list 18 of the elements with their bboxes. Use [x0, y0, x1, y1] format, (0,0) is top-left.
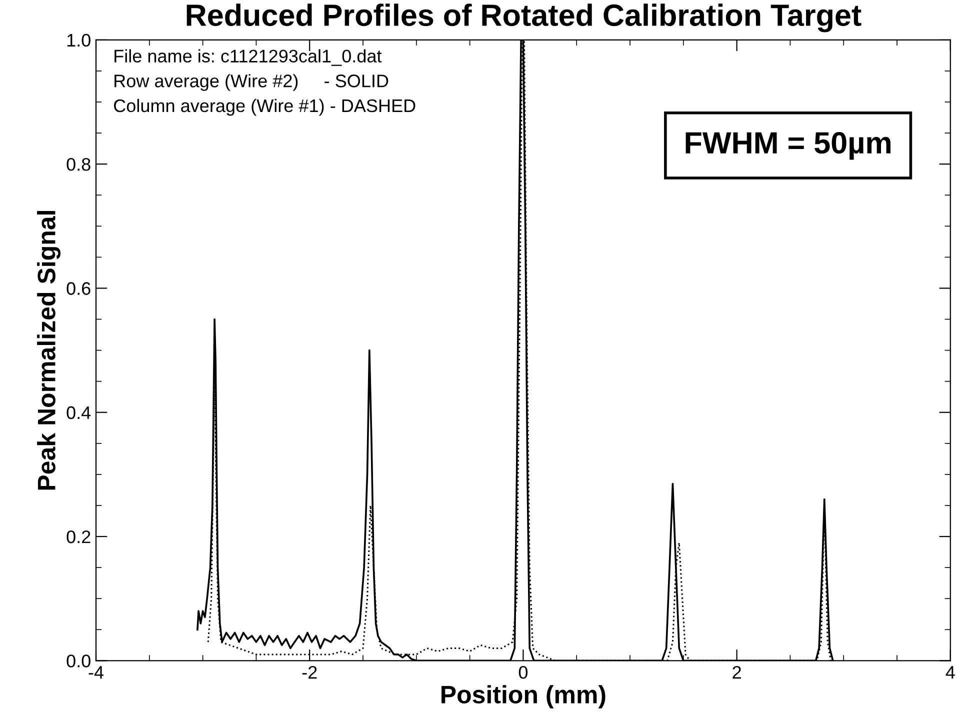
- y-tick-label: 0.8: [66, 158, 90, 171]
- x-tick-label: 0: [518, 666, 528, 679]
- annotation: Row average (Wire #2) - SOLID: [114, 74, 388, 91]
- annotation: File name is: c1121293cal1_0.dat: [114, 49, 382, 66]
- x-tick-label: -4: [88, 666, 104, 679]
- x-tick-label: 2: [732, 666, 741, 679]
- y-tick-label: 0.2: [66, 530, 90, 544]
- chart-title: Reduced Profiles of Rotated Calibration Target: [186, 4, 862, 32]
- y-tick-label: 1.0: [67, 34, 90, 47]
- y-tick-label: 0.0: [66, 654, 90, 668]
- annotation: Column average (Wire #1) - DASHED: [114, 98, 416, 116]
- x-axis-title: Position (mm): [442, 685, 606, 708]
- annotation: FWHM = 50µm: [686, 132, 890, 160]
- y-tick-label: 0.4: [66, 406, 91, 420]
- y-axis-title: Peak Normalized Signal: [37, 211, 60, 490]
- x-tick-label: 4: [946, 666, 955, 679]
- x-tick-label: -2: [302, 666, 317, 679]
- y-tick-label: 0.6: [66, 282, 90, 295]
